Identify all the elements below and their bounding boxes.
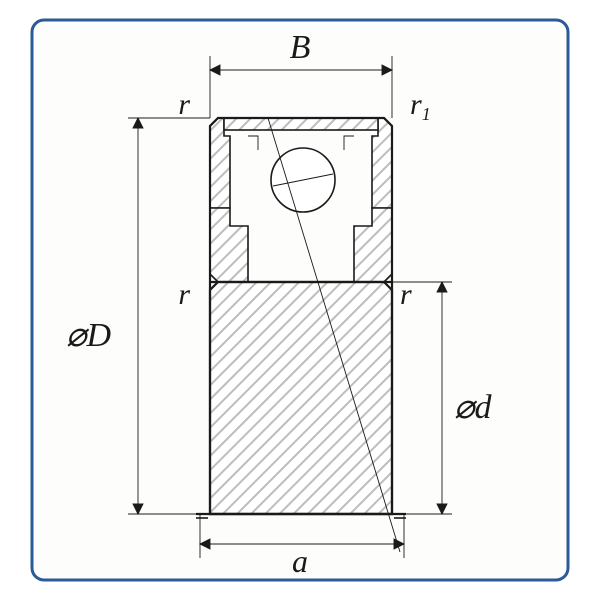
label-r_mr: r (400, 278, 412, 311)
label-r_tl: r (178, 88, 190, 121)
label-r_ml: r (178, 278, 190, 311)
inner-ring-body (210, 282, 392, 514)
label-phiD: ⌀D (66, 317, 111, 354)
label-a: a (292, 543, 308, 579)
label-B: B (290, 29, 311, 66)
label-phid: ⌀d (454, 389, 492, 426)
outer-ring-top (224, 118, 378, 130)
